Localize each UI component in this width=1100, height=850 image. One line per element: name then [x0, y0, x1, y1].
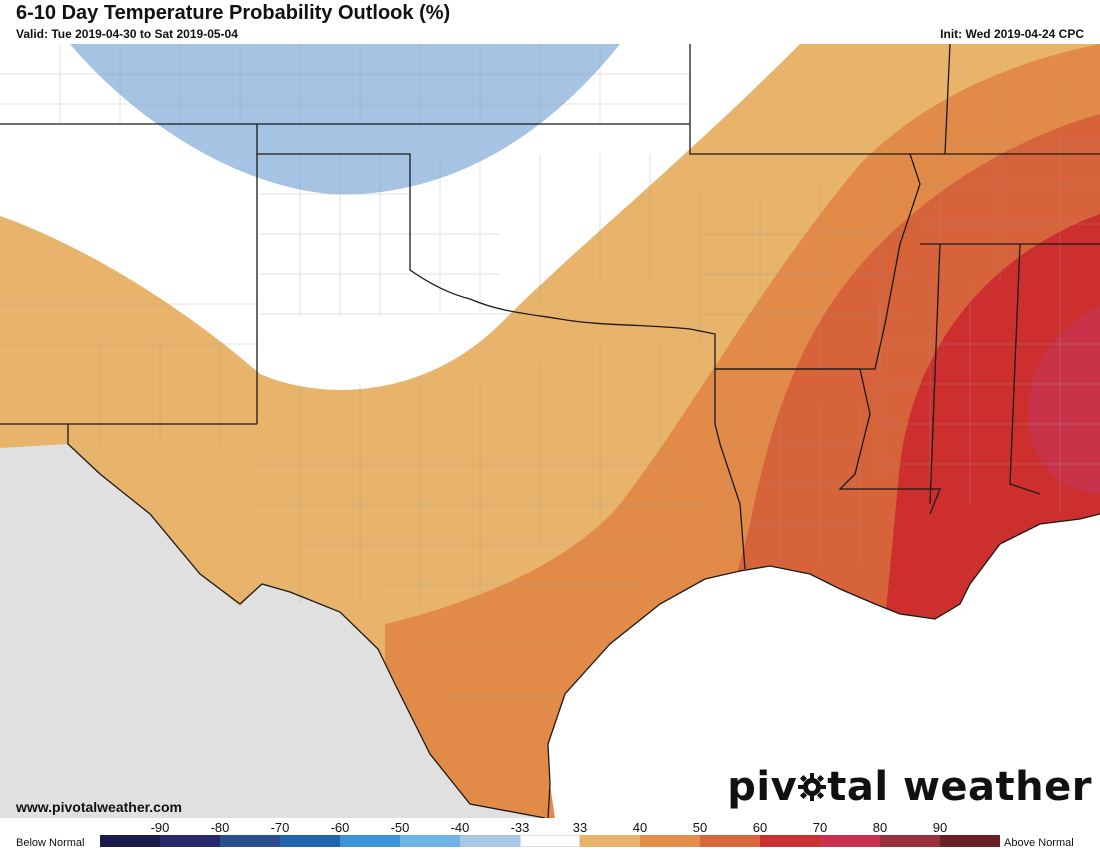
legend-swatch	[640, 835, 700, 847]
legend-tick-label: 33	[572, 820, 588, 835]
legend-tick-label: -60	[330, 820, 350, 835]
page-title: 6-10 Day Temperature Probability Outlook…	[16, 2, 451, 24]
legend-swatch	[400, 835, 460, 847]
outlook-map	[0, 44, 1100, 818]
legend-tick-label: -80	[210, 820, 230, 835]
legend-swatch	[220, 835, 280, 847]
legend-tick-label: 70	[812, 820, 828, 835]
county-lines	[0, 44, 1100, 695]
color-legend: Below Normal -90 -80 -70 -60 -50 -40 -33 33 40 50…	[0, 818, 1100, 850]
legend-tick-label: 90	[932, 820, 948, 835]
legend-swatch	[820, 835, 880, 847]
legend-tick-label: 50	[692, 820, 708, 835]
legend-swatch	[460, 835, 520, 847]
legend-swatch	[100, 835, 160, 847]
mexico-overlay	[0, 444, 545, 818]
legend-below-label: Below Normal	[16, 837, 85, 849]
state-borders	[0, 44, 1100, 605]
brand-text-right: tal weather	[827, 764, 1092, 810]
brand-text-left: piv	[727, 764, 798, 810]
legend-swatch	[760, 835, 820, 847]
valid-period: Valid: Tue 2019-04-30 to Sat 2019-05-04	[16, 27, 238, 41]
legend-above-label: Above Normal	[1004, 837, 1074, 849]
legend-swatch	[580, 835, 640, 847]
legend-tick-label: -70	[270, 820, 290, 835]
brand-logo: piv tal weather	[727, 764, 1092, 810]
above-70-area	[1028, 304, 1100, 494]
legend-swatch	[940, 835, 1000, 847]
legend-swatch	[880, 835, 940, 847]
legend-tick-label: -33	[510, 820, 530, 835]
below-normal-area	[70, 44, 620, 195]
legend-swatches	[100, 835, 1000, 847]
legend-tick-label: 40	[632, 820, 648, 835]
coastline	[239, 513, 1100, 818]
legend-tick-label: -50	[390, 820, 410, 835]
header: 6-10 Day Temperature Probability Outlook…	[0, 0, 1100, 44]
legend-swatch	[520, 835, 580, 847]
legend-tick-label: 60	[752, 820, 768, 835]
init-time: Init: Wed 2019-04-24 CPC	[940, 27, 1084, 41]
legend-swatch	[340, 835, 400, 847]
legend-swatch	[700, 835, 760, 847]
website-url: www.pivotalweather.com	[16, 799, 182, 815]
gear-icon	[798, 773, 827, 801]
legend-tick-label: -40	[450, 820, 470, 835]
legend-swatch	[280, 835, 340, 847]
legend-tick-label: -90	[150, 820, 170, 835]
legend-swatch	[160, 835, 220, 847]
legend-tick-label: 80	[872, 820, 888, 835]
